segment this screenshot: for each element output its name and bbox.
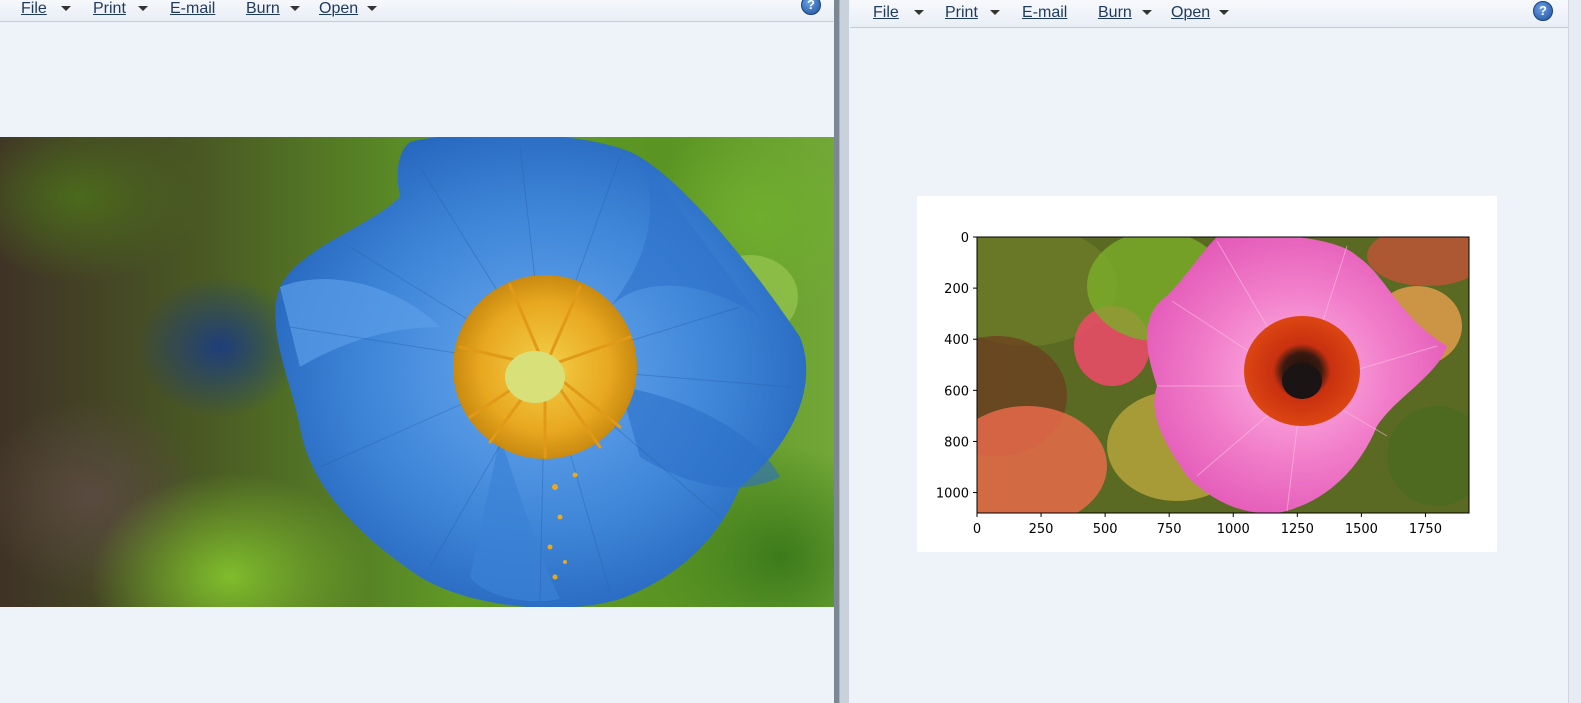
left-photo-viewer: File Print E-mail Burn Open ?	[0, 0, 834, 607]
print-dropdown-icon[interactable]	[138, 6, 148, 11]
file-menu-label: File	[21, 0, 47, 17]
open-dropdown-icon[interactable]	[1219, 10, 1229, 15]
right-photo-viewer: File Print E-mail Burn Open ?	[850, 0, 1581, 703]
help-icon[interactable]: ?	[1533, 1, 1553, 21]
print-menu-label: Print	[945, 4, 978, 21]
burn-dropdown-icon[interactable]	[290, 6, 300, 11]
file-dropdown-icon[interactable]	[61, 6, 71, 11]
x-axis: 0 250 500 750 1000 1250 1500 1750	[973, 513, 1442, 537]
x-tick-label: 250	[1029, 522, 1054, 537]
burn-menu[interactable]: Burn	[1098, 4, 1132, 22]
burn-menu-label: Burn	[1098, 4, 1132, 21]
x-tick-label: 1000	[1217, 522, 1250, 537]
y-tick-label: 800	[944, 435, 969, 450]
x-tick-label: 1500	[1345, 522, 1378, 537]
email-button[interactable]: E-mail	[1022, 4, 1067, 22]
window-border	[834, 0, 839, 703]
y-tick-label: 0	[961, 231, 969, 246]
file-dropdown-icon[interactable]	[914, 10, 924, 15]
y-tick-label: 600	[944, 384, 969, 399]
burn-menu-label: Burn	[246, 0, 280, 17]
toolbar: File Print E-mail Burn Open ?	[0, 0, 834, 22]
blue-poppy-photo	[0, 137, 834, 607]
displayed-image	[977, 237, 1469, 513]
print-dropdown-icon[interactable]	[990, 10, 1000, 15]
y-axis: 0 200 400 600 800 1000	[936, 231, 977, 502]
image-plot: 0 250 500 750 1000 1250 1500 1750 0 200 400 600 800…	[936, 231, 1470, 537]
file-menu[interactable]: File	[873, 4, 899, 22]
email-button-label: E-mail	[1022, 4, 1068, 21]
blue-poppy-drawing	[275, 137, 807, 607]
print-menu[interactable]: Print	[945, 4, 978, 22]
y-tick-label: 200	[944, 282, 969, 297]
x-tick-label: 500	[1093, 522, 1118, 537]
window-edge	[1568, 0, 1581, 703]
print-menu-label: Print	[93, 0, 126, 17]
y-tick-label: 400	[944, 333, 969, 348]
burn-menu[interactable]: Burn	[246, 0, 280, 18]
help-icon[interactable]: ?	[801, 0, 821, 15]
axes-frame	[976, 236, 1470, 514]
open-dropdown-icon[interactable]	[367, 6, 377, 11]
x-tick-label: 1250	[1281, 522, 1314, 537]
toolbar: File Print E-mail Burn Open ?	[850, 0, 1581, 28]
email-button-label: E-mail	[170, 0, 216, 17]
print-menu[interactable]: Print	[93, 0, 126, 18]
window-resize-handle[interactable]	[839, 0, 849, 703]
open-menu[interactable]: Open	[319, 0, 358, 18]
burn-dropdown-icon[interactable]	[1142, 10, 1152, 15]
file-menu-label: File	[873, 4, 899, 21]
email-button[interactable]: E-mail	[170, 0, 215, 18]
file-menu[interactable]: File	[21, 0, 47, 18]
x-tick-label: 750	[1157, 522, 1182, 537]
x-tick-label: 0	[973, 522, 981, 537]
y-tick-label: 1000	[936, 487, 969, 502]
open-menu-label: Open	[1171, 4, 1211, 21]
x-tick-label: 1750	[1409, 522, 1442, 537]
matplotlib-figure: 0 250 500 750 1000 1250 1500 1750 0 200 400 600 800…	[917, 196, 1497, 552]
open-menu-label: Open	[319, 0, 359, 17]
open-menu[interactable]: Open	[1171, 4, 1210, 22]
